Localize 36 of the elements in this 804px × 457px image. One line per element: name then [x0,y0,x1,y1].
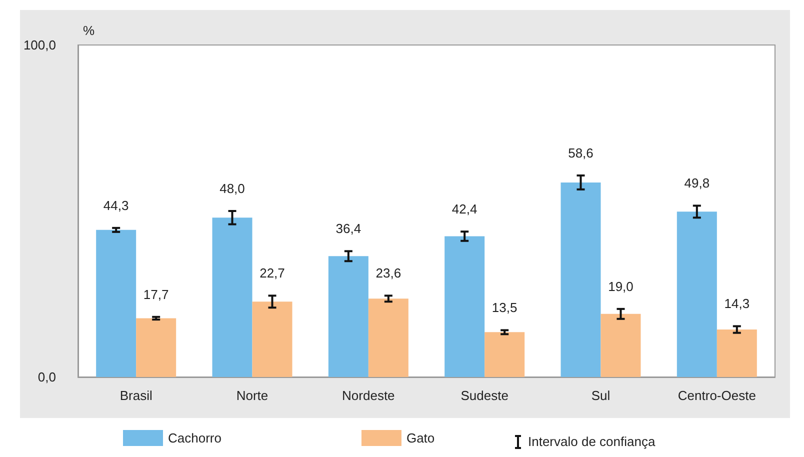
bar [600,314,641,377]
bar [368,298,408,377]
data-label: 42,4 [452,202,478,217]
bar [212,218,252,377]
x-tick-label: Sudeste [460,388,508,403]
bar [676,212,717,377]
x-tick-label: Norte [236,388,268,403]
bar [252,302,292,377]
data-label: 13,5 [492,300,518,316]
x-tick-label: Centro-Oeste [678,388,756,403]
data-label: 49,8 [684,176,710,191]
legend-label: Cachorro [168,430,222,446]
data-label: 36,4 [336,221,362,236]
data-label: 19,0 [608,278,634,294]
y-tick-label: 100,0 [23,38,56,52]
data-label: 22,7 [260,266,285,281]
data-label: 48,0 [220,181,245,196]
x-tick-label: Brasil [120,388,152,403]
data-label: 17,7 [143,286,169,302]
x-tick-label: Nordeste [342,388,395,403]
bar [484,332,525,377]
data-label: 23,6 [376,266,402,281]
y-axis-title: % [83,23,95,38]
data-label: 58,6 [568,145,594,160]
bar [96,230,136,377]
x-tick-label: Sul [591,388,610,403]
bar [444,236,485,377]
text: Intervalo de confiança [528,434,656,449]
bar [716,330,757,377]
bar [328,256,368,377]
bar [136,318,176,377]
bar [560,182,601,377]
legend-label: Gato [406,430,435,446]
y-tick-label: 0,0 [38,370,56,384]
data-label: 44,3 [103,198,129,213]
data-label: 14,3 [724,296,750,312]
